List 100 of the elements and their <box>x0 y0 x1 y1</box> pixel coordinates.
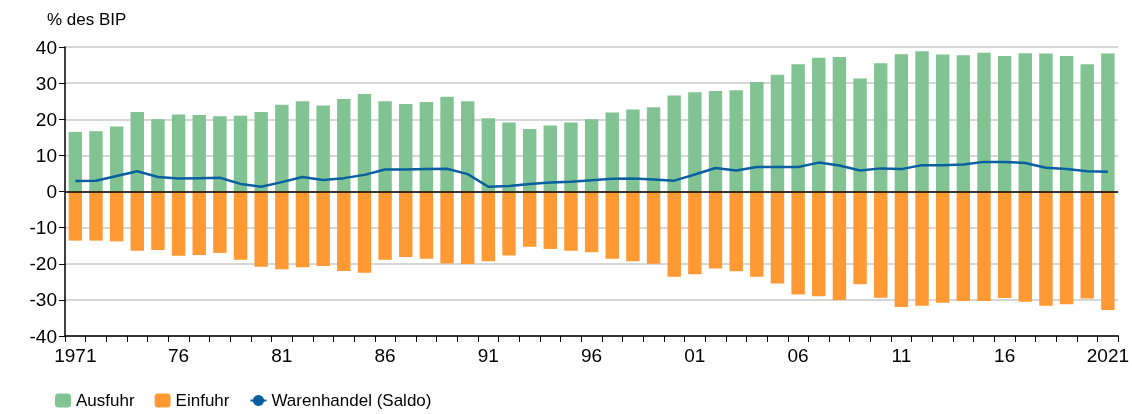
bar <box>688 191 702 275</box>
bar <box>68 191 83 241</box>
bar <box>1101 53 1115 192</box>
bar <box>956 55 971 192</box>
bar <box>667 95 681 192</box>
y-tick-label: -30 <box>29 289 57 311</box>
bar <box>1059 56 1074 192</box>
x-tick-label: 86 <box>374 345 396 366</box>
bar <box>894 191 909 308</box>
bar <box>770 74 785 192</box>
bar <box>1059 191 1074 305</box>
bar <box>1018 191 1032 302</box>
bar <box>502 191 516 256</box>
bar <box>1039 191 1053 306</box>
bar <box>213 191 227 253</box>
bar <box>564 122 578 192</box>
bar <box>295 191 310 268</box>
legend-label: Einfuhr <box>175 391 230 410</box>
bar <box>502 122 516 192</box>
bar <box>853 191 867 285</box>
bar <box>584 119 599 192</box>
bar <box>275 104 289 192</box>
x-tick-label: 2021 <box>1086 345 1130 366</box>
y-tick-label: 30 <box>35 72 57 94</box>
bar <box>915 191 929 306</box>
bar <box>130 112 144 192</box>
bar <box>1018 53 1032 192</box>
x-tick-label: 76 <box>168 345 190 366</box>
bar <box>440 96 454 192</box>
bar <box>522 129 537 192</box>
bar <box>543 125 558 192</box>
bar <box>316 191 330 266</box>
bar <box>522 191 537 247</box>
bar <box>151 191 165 251</box>
legend-label: Ausfuhr <box>76 391 135 410</box>
bar <box>729 191 743 272</box>
y-tick-label: -10 <box>29 217 57 239</box>
bar <box>667 191 681 277</box>
y-tick-label: 10 <box>35 144 57 166</box>
x-tick-label: 01 <box>684 345 706 366</box>
y-axis-title: % des BIP <box>47 10 127 29</box>
x-tick-label: 16 <box>994 345 1016 366</box>
bar <box>688 92 702 192</box>
bar <box>626 109 640 192</box>
bar <box>130 191 144 251</box>
bar <box>584 191 599 253</box>
bar <box>254 112 268 192</box>
bar <box>1080 191 1094 299</box>
y-tick-label: -40 <box>29 325 57 347</box>
bar <box>171 191 186 256</box>
bar <box>750 82 764 192</box>
bar <box>399 191 413 257</box>
bar <box>1101 191 1115 310</box>
bar <box>605 191 619 259</box>
bar <box>997 56 1012 192</box>
bar <box>935 54 950 192</box>
legend-label: Warenhandel (Saldo) <box>271 391 432 410</box>
bar <box>894 54 909 192</box>
bar <box>750 191 764 277</box>
x-tick-label: 06 <box>787 345 809 366</box>
bar <box>564 191 578 251</box>
bar <box>378 101 392 192</box>
bar <box>460 101 475 192</box>
bar <box>337 99 351 192</box>
bar <box>812 191 826 297</box>
bar <box>1080 64 1094 192</box>
bar <box>481 191 496 262</box>
bar <box>151 119 165 192</box>
bar <box>337 191 351 271</box>
bar <box>295 101 310 192</box>
bar <box>956 191 971 301</box>
bar <box>626 191 640 262</box>
y-tick-label: -20 <box>29 253 57 275</box>
bar <box>378 191 392 260</box>
bar <box>419 101 434 192</box>
y-tick-label: 20 <box>35 108 57 130</box>
x-tick-label: 81 <box>271 345 293 366</box>
bar <box>646 107 661 192</box>
bar <box>192 114 206 192</box>
bar <box>832 57 847 192</box>
bar <box>791 64 805 192</box>
x-tick-label: 11 <box>891 345 912 366</box>
x-tick-label: 96 <box>581 345 603 366</box>
bar <box>89 191 103 241</box>
bar <box>357 191 372 273</box>
bar <box>874 63 888 192</box>
x-tick-label: 1971 <box>54 345 97 366</box>
bar <box>708 91 723 192</box>
line-series <box>74 160 1110 189</box>
bar <box>605 112 619 192</box>
bar <box>68 131 83 192</box>
bar <box>316 105 330 192</box>
bar <box>935 191 950 303</box>
y-tick-label: 40 <box>35 36 57 58</box>
bar <box>791 191 805 295</box>
bar <box>109 126 124 192</box>
bar <box>399 104 413 192</box>
bar <box>977 191 991 301</box>
bar <box>440 191 454 264</box>
bar <box>357 93 372 192</box>
